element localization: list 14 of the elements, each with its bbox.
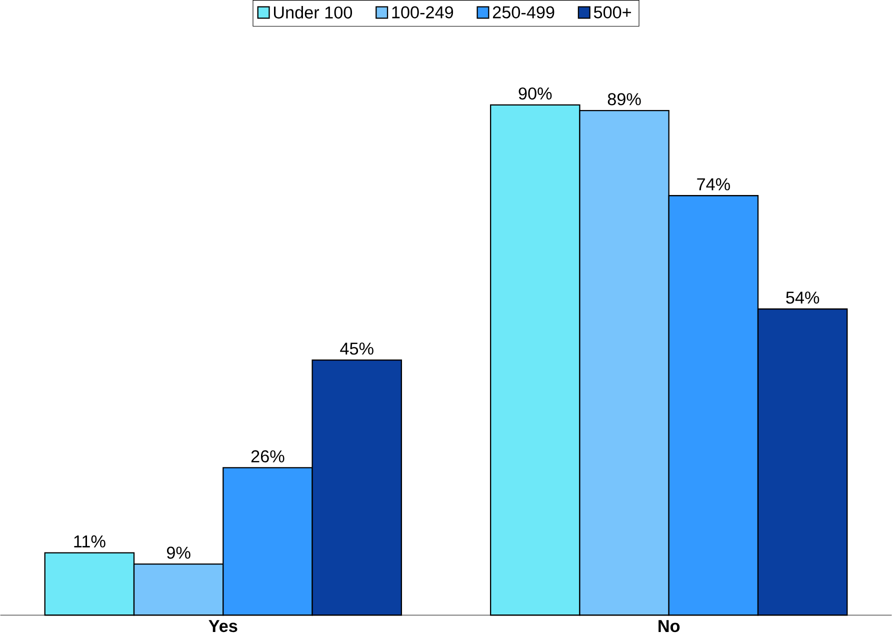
legend-label: 100-249	[392, 6, 454, 18]
legend-label: 500+	[594, 6, 632, 18]
data-label: 74%	[697, 178, 730, 190]
data-label: 11%	[74, 535, 106, 548]
data-label: 45%	[340, 342, 374, 355]
x-tick-label: No	[658, 620, 680, 632]
data-label: 89%	[608, 93, 641, 106]
data-label: 9%	[166, 546, 190, 559]
legend-label: Under 100	[274, 6, 352, 19]
data-label: 26%	[251, 450, 284, 462]
data-label: 54%	[786, 292, 820, 304]
data-label: 90%	[518, 88, 552, 100]
x-tick-label: Yes	[208, 620, 238, 632]
legend-label: 250-499	[492, 6, 554, 18]
